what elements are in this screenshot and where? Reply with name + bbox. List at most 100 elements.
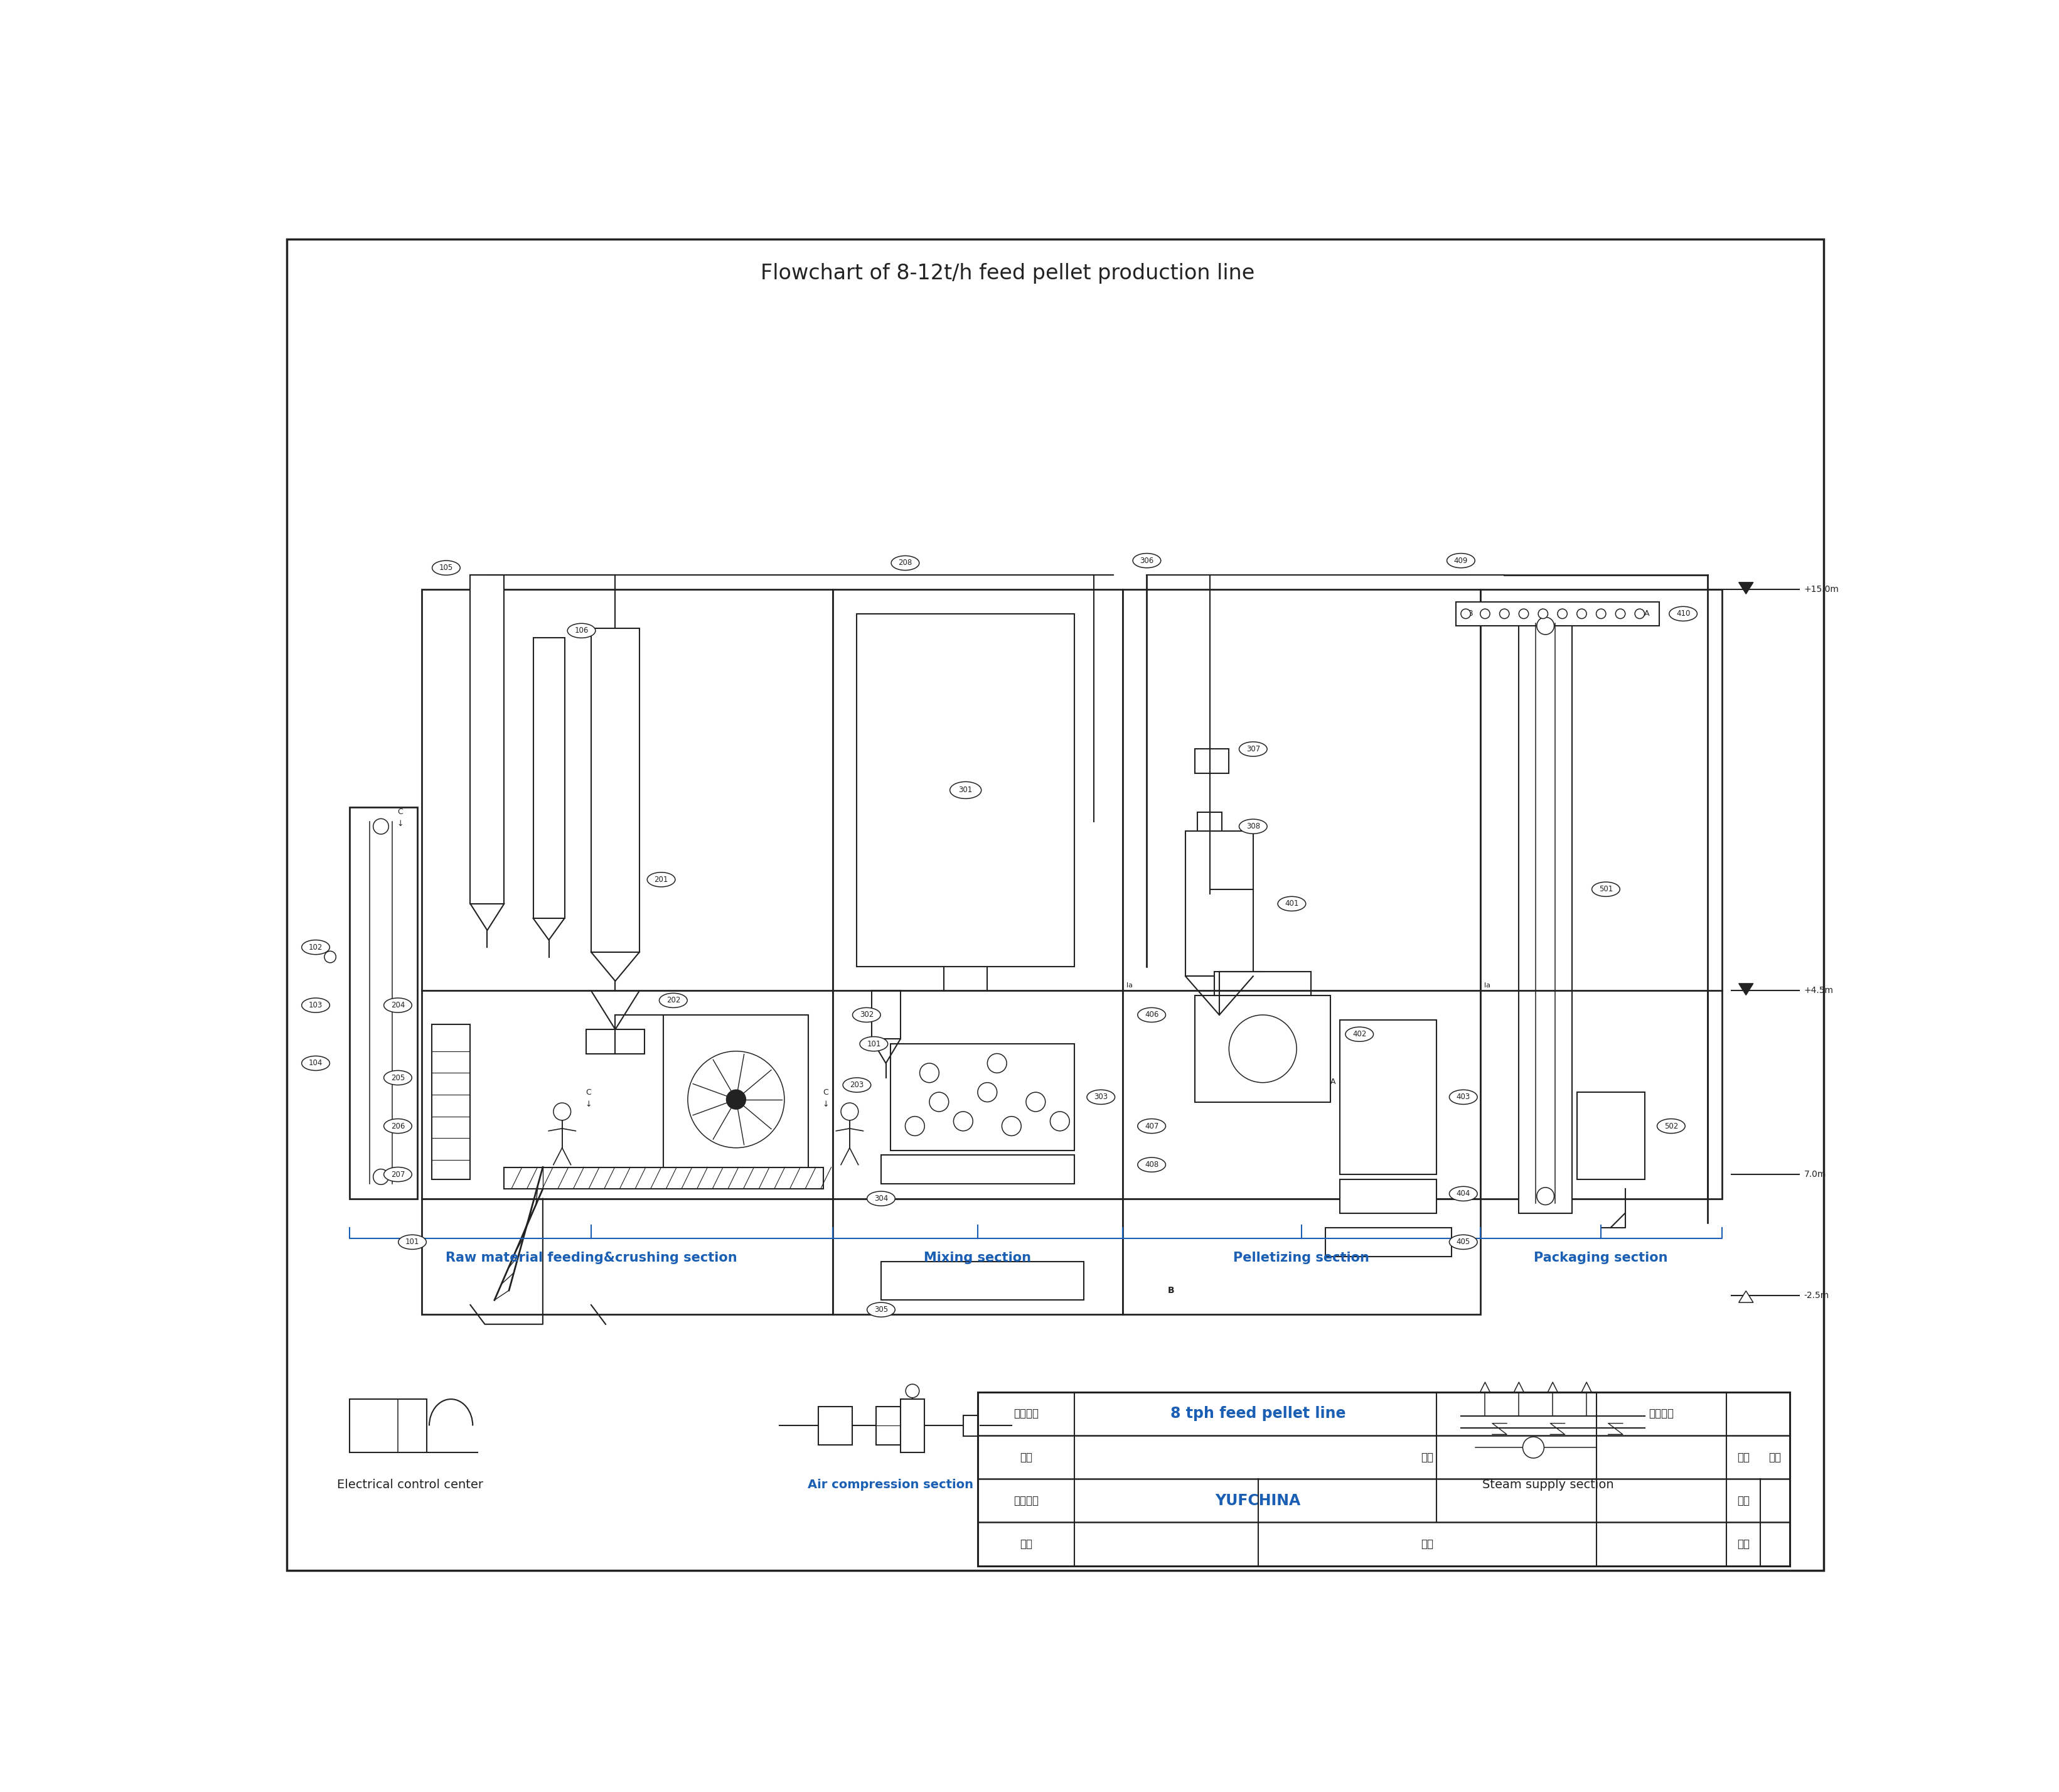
Text: 407: 407 <box>1145 1122 1159 1131</box>
Circle shape <box>929 1093 949 1111</box>
Ellipse shape <box>1240 819 1266 833</box>
Text: 205: 205 <box>391 1073 406 1082</box>
Circle shape <box>1050 1111 1069 1131</box>
Circle shape <box>1499 609 1509 618</box>
Ellipse shape <box>842 1077 871 1093</box>
Circle shape <box>1538 609 1548 618</box>
Circle shape <box>1520 609 1528 618</box>
Circle shape <box>325 952 336 962</box>
Bar <box>817 1407 852 1444</box>
Ellipse shape <box>1139 1007 1165 1021</box>
Circle shape <box>906 1383 918 1398</box>
Text: 电话: 电话 <box>1019 1452 1032 1462</box>
Bar <box>1456 602 1660 625</box>
Ellipse shape <box>383 1167 412 1181</box>
Text: -2.5m: -2.5m <box>1804 1290 1828 1299</box>
Text: A: A <box>1645 609 1649 618</box>
Ellipse shape <box>1657 1118 1684 1133</box>
Text: Pelletizing section: Pelletizing section <box>1233 1253 1369 1265</box>
Bar <box>663 1014 809 1185</box>
Bar <box>978 1392 1789 1566</box>
Text: la: la <box>1485 982 1491 989</box>
Bar <box>422 590 832 1199</box>
Bar <box>1326 1228 1452 1256</box>
Bar <box>587 1029 644 1054</box>
Ellipse shape <box>383 1118 412 1133</box>
Text: 101: 101 <box>406 1238 420 1245</box>
Text: 306: 306 <box>1141 557 1153 564</box>
Circle shape <box>978 1082 997 1102</box>
Bar <box>533 638 564 918</box>
Text: 408: 408 <box>1145 1161 1159 1168</box>
Ellipse shape <box>852 1007 881 1021</box>
Bar <box>1577 1093 1645 1179</box>
Circle shape <box>920 1063 939 1082</box>
Bar <box>1122 590 1480 1199</box>
Text: 工程名称: 工程名称 <box>1649 1409 1674 1419</box>
Bar <box>350 1400 426 1452</box>
Ellipse shape <box>303 1055 329 1070</box>
Text: 502: 502 <box>1664 1122 1678 1131</box>
Circle shape <box>1480 609 1491 618</box>
Polygon shape <box>1738 1290 1754 1303</box>
Text: la: la <box>1126 982 1132 989</box>
Bar <box>350 806 418 1199</box>
Ellipse shape <box>1670 606 1697 622</box>
Text: ↓: ↓ <box>585 1100 593 1109</box>
Circle shape <box>1536 1188 1555 1204</box>
Text: 102: 102 <box>309 943 323 952</box>
Text: ↓: ↓ <box>822 1100 830 1109</box>
Text: YUFCHINA: YUFCHINA <box>1215 1493 1301 1509</box>
Text: B: B <box>1167 1287 1174 1296</box>
Text: +15.0m: +15.0m <box>1804 586 1839 593</box>
Text: 201: 201 <box>655 876 669 883</box>
Circle shape <box>1616 609 1625 618</box>
Ellipse shape <box>659 993 688 1007</box>
Text: 403: 403 <box>1456 1093 1470 1100</box>
Bar <box>1194 749 1229 774</box>
Text: 图号: 图号 <box>1738 1539 1750 1550</box>
Text: 建设单位: 建设单位 <box>1013 1409 1038 1419</box>
Text: 409: 409 <box>1454 557 1468 564</box>
Circle shape <box>1536 616 1555 634</box>
Ellipse shape <box>892 556 918 570</box>
Circle shape <box>1635 609 1645 618</box>
Text: 图别: 图别 <box>1738 1452 1750 1462</box>
Bar <box>1215 971 1312 996</box>
Ellipse shape <box>1139 1158 1165 1172</box>
Ellipse shape <box>1450 1090 1476 1104</box>
Circle shape <box>688 1052 784 1149</box>
Ellipse shape <box>1447 554 1474 568</box>
Text: 比例: 比例 <box>1738 1495 1750 1507</box>
Ellipse shape <box>1087 1090 1114 1104</box>
Text: B: B <box>1468 609 1474 618</box>
Text: 204: 204 <box>391 1002 406 1009</box>
Bar <box>1194 996 1330 1102</box>
Text: 402: 402 <box>1353 1030 1367 1038</box>
Circle shape <box>1025 1093 1046 1111</box>
Ellipse shape <box>647 873 675 887</box>
Ellipse shape <box>867 1303 896 1317</box>
Text: C: C <box>824 1088 828 1097</box>
Bar <box>432 1025 469 1179</box>
Circle shape <box>1524 1437 1544 1459</box>
Text: 307: 307 <box>1246 745 1260 753</box>
Text: 104: 104 <box>309 1059 323 1068</box>
Text: 501: 501 <box>1600 885 1612 894</box>
Text: 405: 405 <box>1456 1238 1470 1245</box>
Ellipse shape <box>1279 896 1305 910</box>
Text: ↓: ↓ <box>397 821 404 828</box>
Ellipse shape <box>1139 1118 1165 1133</box>
Text: 106: 106 <box>574 627 589 634</box>
Text: Mixing section: Mixing section <box>924 1253 1032 1265</box>
Bar <box>964 1416 980 1437</box>
Bar <box>1122 1199 1480 1315</box>
Bar <box>857 615 1075 966</box>
Circle shape <box>1596 609 1606 618</box>
Bar <box>871 991 900 1039</box>
Polygon shape <box>1738 984 1754 995</box>
Text: 404: 404 <box>1456 1190 1470 1197</box>
Text: 208: 208 <box>898 559 912 566</box>
Text: 承建单位: 承建单位 <box>1013 1495 1038 1507</box>
Text: A: A <box>1330 1077 1336 1086</box>
